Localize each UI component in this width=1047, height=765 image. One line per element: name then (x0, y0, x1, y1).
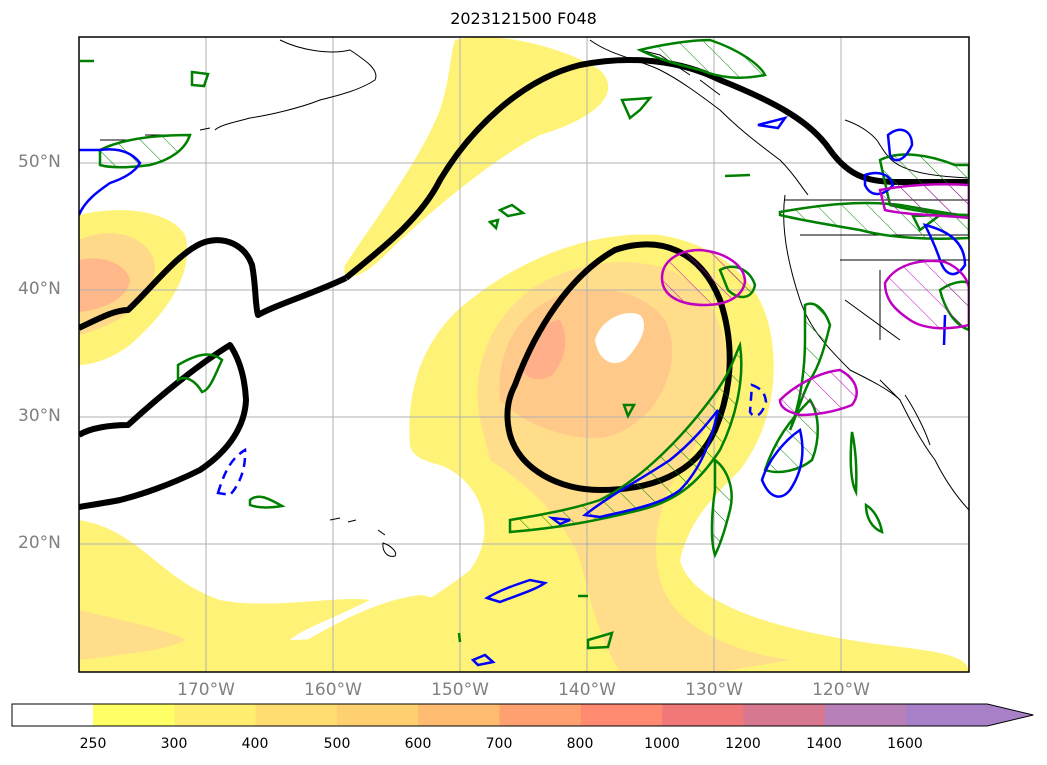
colorbar-outline (11, 703, 1034, 727)
thick-contour-north (344, 57, 969, 281)
fill-300-southwest (79, 610, 185, 660)
colorbar-tick: 1600 (887, 736, 923, 752)
thick-contour-west (79, 342, 249, 510)
colorbar-tick: 400 (241, 736, 269, 752)
white-hole (595, 312, 645, 364)
lat-label-20: 20°N (18, 533, 61, 553)
lon-label-120w: 120°W (812, 680, 870, 700)
map-frame (78, 36, 970, 673)
map-title: 2023121500 F048 (450, 9, 597, 28)
filled-contours (79, 37, 969, 672)
colorbar-tick: 300 (160, 736, 188, 752)
lon-label-140w: 140°W (558, 680, 616, 700)
colorbar-tick: 1000 (644, 736, 680, 752)
blue-dashed-contours (216, 383, 768, 497)
colorbar-segment (580, 704, 663, 726)
colorbar-tick: 600 (404, 736, 432, 752)
fill-600-central (522, 320, 566, 380)
colorbar-segment (174, 704, 257, 726)
fill-400-west (79, 258, 130, 312)
colorbar-tick: 1200 (725, 736, 761, 752)
colorbar-tick: 800 (566, 736, 594, 752)
colorbar-segment (824, 704, 907, 726)
fill-250 (344, 37, 609, 278)
colorbar-segment (255, 704, 338, 726)
lon-label-170w: 170°W (177, 680, 235, 700)
thick-contour-north-west (79, 237, 348, 331)
colorbar-segment (336, 704, 419, 726)
colorbar (11, 703, 1034, 727)
colorbar-segment (499, 704, 582, 726)
lon-label-150w: 150°W (431, 680, 489, 700)
lon-label-130w: 130°W (685, 680, 743, 700)
green-outlines (80, 59, 944, 650)
magenta-contours (660, 183, 969, 417)
lat-label-30: 30°N (18, 406, 61, 426)
colorbar-extend-arrow (987, 704, 1034, 726)
colorbar-segment (93, 704, 175, 726)
fill-250-bottom (290, 595, 473, 672)
colorbar-segment (743, 704, 826, 726)
colorbar-segment (662, 704, 744, 726)
lat-label-40: 40°N (18, 279, 61, 299)
colorbar-tick: 500 (323, 736, 351, 752)
colorbar-tick: 1400 (806, 736, 842, 752)
colorbar-segment (418, 704, 500, 726)
colorbar-under-segment (12, 704, 93, 726)
colorbar-tick: 250 (79, 736, 107, 752)
lat-label-50: 50°N (18, 152, 61, 172)
colorbar-tick: 700 (485, 736, 513, 752)
lon-label-160w: 160°W (304, 680, 362, 700)
colorbar-segment (906, 704, 988, 726)
